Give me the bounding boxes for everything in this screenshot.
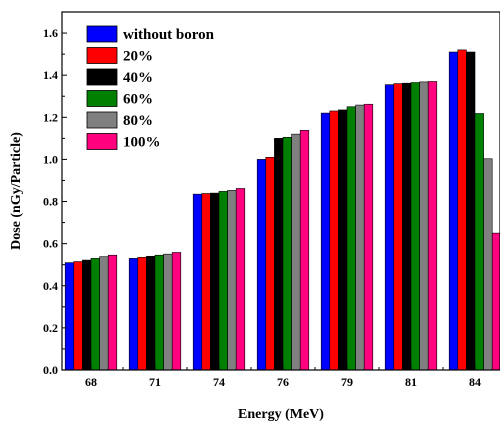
bar (329, 110, 339, 371)
legend-label: 40% (123, 70, 153, 86)
legend-label: 100% (123, 135, 161, 151)
bar (320, 112, 331, 371)
bar (201, 193, 211, 371)
bar (107, 254, 118, 371)
bar (227, 190, 237, 371)
bar (146, 255, 156, 371)
x-tick-label: 84 (469, 375, 481, 389)
plot-frame (61, 11, 500, 371)
legend: without boron 20% 40% 60% 80% 100% (86, 25, 215, 151)
bar (282, 137, 292, 371)
bar (299, 130, 310, 371)
legend-swatch (86, 133, 118, 150)
y-tick-label: 1.0 (43, 152, 58, 166)
bar (419, 81, 429, 371)
bar (355, 104, 365, 371)
bar (274, 138, 284, 371)
bar (483, 158, 493, 371)
bar (384, 84, 395, 371)
bar (210, 192, 220, 371)
legend-swatch (86, 68, 118, 86)
y-tick-label: 1.6 (43, 26, 58, 40)
bar (410, 82, 420, 371)
x-tick-label: 81 (405, 375, 417, 389)
bar (171, 252, 182, 371)
legend-label: without boron (123, 27, 215, 43)
x-tick-label: 74 (213, 375, 225, 389)
legend-label: 20% (123, 49, 153, 65)
y-tick-label: 0.4 (43, 279, 58, 293)
x-tick-label: 79 (341, 375, 353, 389)
bar (99, 256, 109, 371)
legend-label: 60% (123, 92, 153, 108)
bar (491, 232, 500, 371)
bar (235, 188, 246, 371)
bar (291, 133, 301, 371)
y-tick-label: 1.4 (43, 68, 58, 82)
legend-swatch (86, 90, 118, 107)
legend-label: 80% (123, 113, 153, 129)
bar (338, 109, 348, 371)
x-axis-title: Energy (MeV) (238, 407, 324, 422)
axes-layer: 0.0 0.2 0.4 0.6 0.8 1.0 1.2 1.4 1.6 68 71 74 76 79 81 8… (43, 26, 481, 389)
bar (474, 113, 484, 371)
bar (128, 258, 139, 371)
x-tick-label: 76 (277, 375, 289, 389)
bar (393, 83, 403, 371)
bar (73, 261, 83, 371)
bar (265, 157, 275, 371)
bar (192, 193, 203, 371)
bar (427, 81, 438, 371)
y-tick-label: 0.6 (43, 237, 58, 251)
bars-layer (64, 49, 500, 371)
x-tick-label: 71 (149, 375, 161, 389)
y-tick-label: 0.8 (43, 195, 58, 209)
bar (90, 258, 100, 371)
bar (256, 159, 267, 371)
bar (64, 262, 75, 371)
legend-swatch (86, 111, 118, 129)
bar (154, 254, 164, 371)
bar (402, 82, 412, 371)
bar (163, 253, 173, 371)
bar (346, 106, 356, 371)
bar (457, 49, 467, 371)
x-tick-label: 68 (85, 375, 97, 389)
bar (137, 257, 147, 371)
y-tick-label: 0.0 (43, 363, 58, 377)
legend-swatch (86, 47, 118, 64)
y-tick-label: 1.2 (43, 110, 58, 124)
y-tick-label: 0.2 (43, 321, 58, 335)
bar (82, 259, 92, 371)
bar (218, 191, 228, 371)
bar (448, 51, 459, 371)
bar (466, 51, 476, 371)
bar (363, 103, 374, 371)
legend-swatch (86, 25, 118, 43)
y-axis-title: Dose (nGy/Particle) (9, 132, 24, 250)
